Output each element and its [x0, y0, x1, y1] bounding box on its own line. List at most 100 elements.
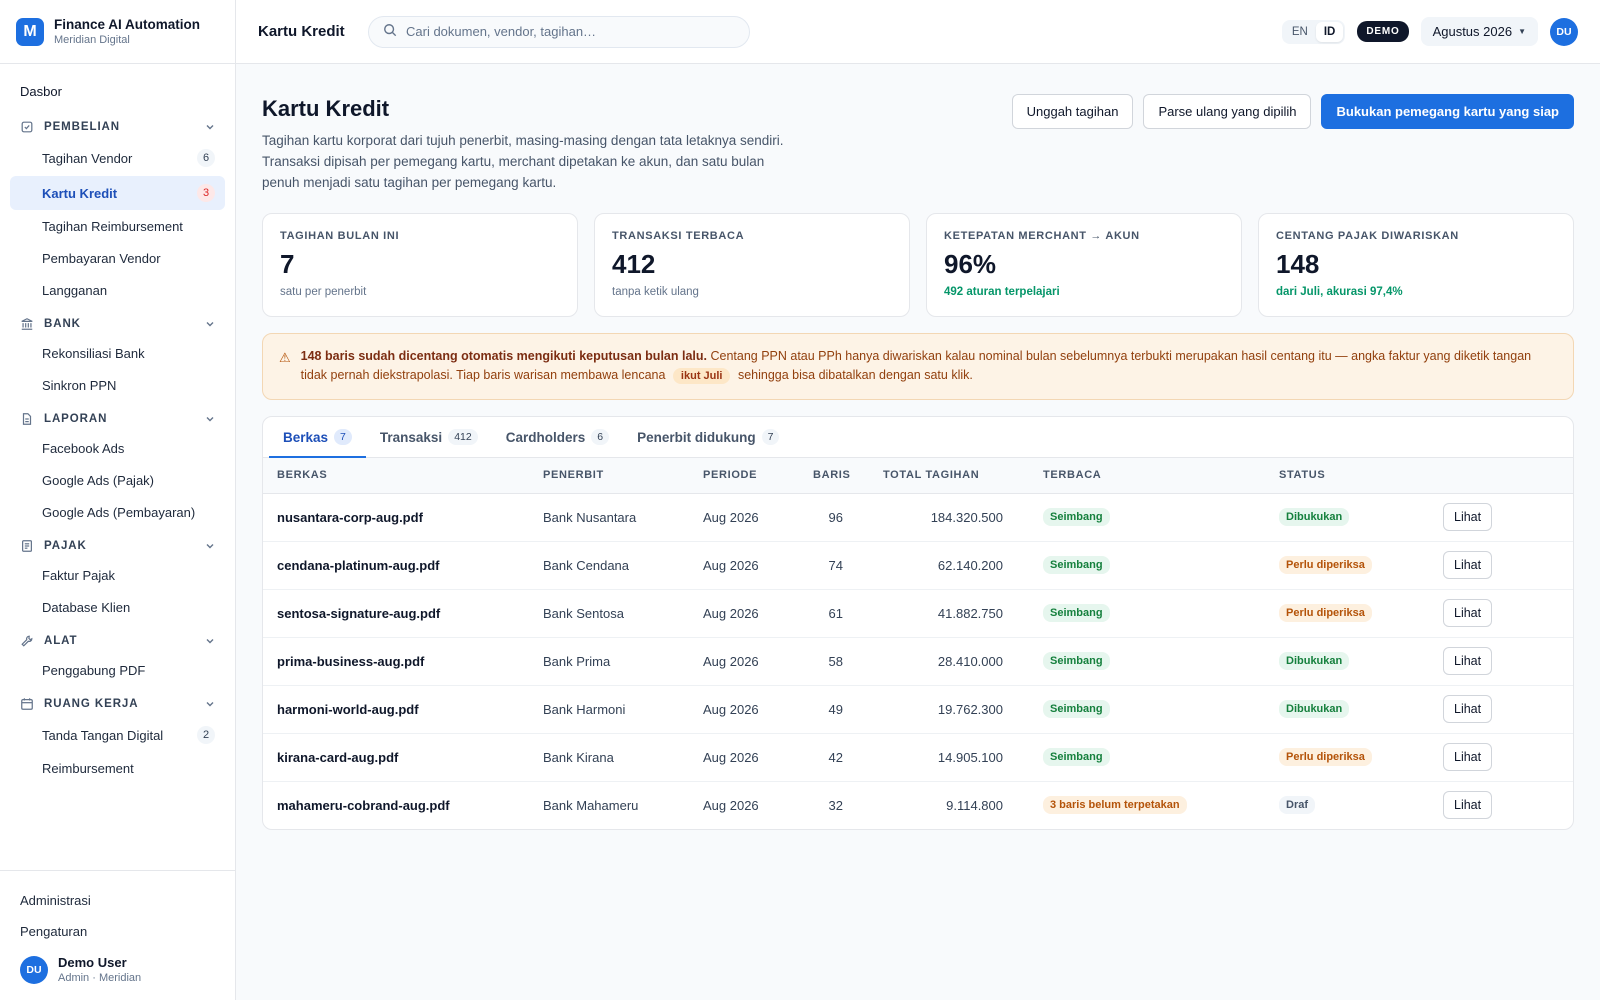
sidebar: M Finance AI Automation Meridian Digital…: [0, 0, 236, 1000]
total-amount: 9.114.800: [946, 797, 1003, 813]
topbar-avatar[interactable]: DU: [1550, 17, 1578, 46]
tab-count-badge: 412: [448, 429, 478, 445]
file-name: nusantara-corp-aug.pdf: [263, 493, 529, 542]
demo-badge: DEMO: [1357, 21, 1409, 42]
sidebar-item-label: Google Ads (Pajak): [42, 473, 155, 488]
nav-count-badge: 6: [197, 149, 215, 167]
view-button[interactable]: Lihat: [1443, 695, 1493, 723]
upload-statement-button[interactable]: Unggah tagihan: [1011, 94, 1134, 129]
search-input[interactable]: [406, 24, 726, 39]
period: Aug 2026: [689, 589, 799, 638]
main-area: Kartu Kredit EN ID DEMO Agustus 2026 ▼ D…: [236, 0, 1600, 1000]
lang-id-button[interactable]: ID: [1315, 21, 1344, 42]
status-badge: Dibukukan: [1279, 700, 1350, 718]
view-button[interactable]: Lihat: [1443, 551, 1493, 579]
period: Aug 2026: [689, 685, 799, 734]
sidebar-item-administrasi[interactable]: Administrasi: [20, 893, 91, 908]
sidebar-item-label: Rekonsiliasi Bank: [42, 346, 145, 361]
search-box[interactable]: [368, 15, 750, 48]
read-cell: Seimbang: [1029, 589, 1265, 638]
table-row[interactable]: cendana-platinum-aug.pdf Bank Cendana Aug …: [263, 541, 1573, 590]
sidebar-item-reimbursement[interactable]: Reimbursement: [10, 753, 225, 784]
sidebar-item-sinkron-ppn[interactable]: Sinkron PPN: [10, 370, 225, 401]
nav-group-label: RUANG KERJA: [44, 698, 139, 710]
nav-group-header-laporan[interactable]: LAPORAN: [10, 405, 225, 433]
month-selector[interactable]: Agustus 2026 ▼: [1420, 17, 1538, 46]
view-button[interactable]: Lihat: [1443, 647, 1493, 675]
nav-group-header-pembelian[interactable]: PEMBELIAN: [10, 113, 225, 141]
nav-group-header-ruang-kerja[interactable]: RUANG KERJA: [10, 690, 225, 718]
tab-berkas[interactable]: Berkas 7: [269, 417, 366, 458]
user-profile[interactable]: DU Demo User Admin · Meridian: [10, 947, 225, 984]
view-button[interactable]: Lihat: [1443, 503, 1493, 531]
total-amount: 28.410.000: [869, 637, 1029, 686]
nav-group-header-pajak[interactable]: PAJAK: [10, 532, 225, 560]
issuer: Bank Kirana: [529, 733, 689, 782]
tab-count-badge: 7: [334, 429, 352, 445]
issuer: Bank Sentosa: [529, 589, 689, 638]
table-row[interactable]: nusantara-corp-aug.pdf Bank Nusantara Aug …: [263, 493, 1573, 542]
sidebar-item-langganan[interactable]: Langganan: [10, 275, 225, 306]
column-header-baris: BARIS: [799, 458, 869, 494]
chevron-down-icon[interactable]: [205, 122, 215, 132]
kpi-row: TAGIHAN BULAN INI 7 satu per penerbit TRANS…: [262, 213, 1574, 317]
chevron-down-icon[interactable]: [205, 319, 215, 329]
tab-transaksi[interactable]: Transaksi 412: [366, 417, 492, 457]
nav-group-header-alat[interactable]: ALAT: [10, 627, 225, 655]
sidebar-item-google-ads-pembayaran[interactable]: Google Ads (Pembayaran): [10, 497, 225, 528]
table-row[interactable]: harmoni-world-aug.pdf Bank Harmoni Aug 202…: [263, 685, 1573, 734]
brand[interactable]: M Finance AI Automation Meridian Digital: [0, 0, 235, 64]
user-name: Demo User: [58, 955, 127, 970]
sidebar-item-google-ads-pajak[interactable]: Google Ads (Pajak): [10, 465, 225, 496]
tab-cardholders[interactable]: Cardholders 6: [492, 417, 623, 457]
chevron-down-icon[interactable]: [205, 699, 215, 709]
reparse-selected-button[interactable]: Parse ulang yang dipilih: [1143, 94, 1312, 129]
kpi-value: 148: [1276, 249, 1320, 279]
action-cell: Lihat: [1429, 589, 1573, 638]
read-status-badge: Seimbang: [1043, 748, 1110, 766]
chevron-down-icon[interactable]: [205, 414, 215, 424]
action-cell: Lihat: [1429, 781, 1573, 829]
tab-penerbit-didukung[interactable]: Penerbit didukung 7: [623, 417, 793, 457]
table-row[interactable]: prima-business-aug.pdf Bank Prima Aug 2026…: [263, 637, 1573, 686]
sidebar-item-pembayaran-vendor[interactable]: Pembayaran Vendor: [10, 243, 225, 274]
status-badge: Dibukukan: [1279, 652, 1350, 670]
view-button[interactable]: Lihat: [1443, 743, 1493, 771]
view-button[interactable]: Lihat: [1443, 791, 1493, 820]
sidebar-item-pengaturan[interactable]: Pengaturan: [20, 924, 88, 939]
table-row[interactable]: kirana-card-aug.pdf Bank Kirana Aug 2026 42…: [263, 733, 1573, 782]
chevron-down-icon[interactable]: [205, 541, 215, 551]
table-row[interactable]: sentosa-signature-aug.pdf Bank Sentosa Aug…: [263, 589, 1573, 638]
file-name: mahameru-cobrand-aug.pdf: [277, 797, 450, 813]
brand-logo: M: [16, 17, 44, 46]
action-cell: Lihat: [1429, 733, 1573, 782]
sidebar-item-tanda-tangan-digital[interactable]: Tanda Tangan Digital 2: [10, 718, 225, 752]
sidebar-item-kartu-kredit[interactable]: Kartu Kredit 3: [10, 176, 225, 210]
sidebar-nav: Dasbor PEMBELIAN Tagihan Vendor 6 Kartu Kre…: [0, 64, 235, 870]
column-header-terbaca: TERBACA: [1029, 458, 1265, 494]
table-row[interactable]: mahameru-cobrand-aug.pdf Bank Mahameru Aug…: [263, 781, 1573, 829]
tab-label: Penerbit didukung: [637, 429, 756, 445]
view-button[interactable]: Lihat: [1443, 599, 1493, 627]
sidebar-item-dasbor[interactable]: Dasbor: [20, 84, 62, 99]
action-cell: Lihat: [1429, 493, 1573, 542]
action-cell: Lihat: [1429, 637, 1573, 686]
sidebar-item-facebook-ads[interactable]: Facebook Ads: [10, 433, 225, 464]
sidebar-item-penggabung-pdf[interactable]: Penggabung PDF: [10, 655, 225, 686]
sidebar-item-rekonsiliasi-bank[interactable]: Rekonsiliasi Bank: [10, 338, 225, 369]
tab-label: Cardholders: [505, 429, 586, 445]
sidebar-item-faktur-pajak[interactable]: Faktur Pajak: [10, 560, 225, 591]
tab-count-badge: 7: [761, 429, 780, 445]
nav-group-ruang-kerja: RUANG KERJA Tanda Tangan Digital 2 Reimburs…: [10, 690, 225, 784]
chevron-down-icon[interactable]: [205, 636, 215, 646]
book-cardholders-button[interactable]: Bukukan pemegang kartu yang siap: [1321, 94, 1574, 129]
sidebar-item-tagihan-vendor[interactable]: Tagihan Vendor 6: [10, 141, 225, 175]
cart-icon: [20, 120, 34, 134]
caret-down-icon: ▼: [1518, 27, 1526, 36]
page-content: Kartu Kredit Tagihan kartu korporat dari…: [236, 64, 1600, 830]
lang-en-button[interactable]: EN: [1291, 25, 1308, 38]
read-cell: Seimbang: [1029, 541, 1265, 590]
sidebar-item-database-klien[interactable]: Database Klien: [10, 592, 225, 623]
nav-group-header-bank[interactable]: BANK: [10, 310, 225, 338]
sidebar-item-tagihan-reimbursement[interactable]: Tagihan Reimbursement: [10, 211, 225, 242]
